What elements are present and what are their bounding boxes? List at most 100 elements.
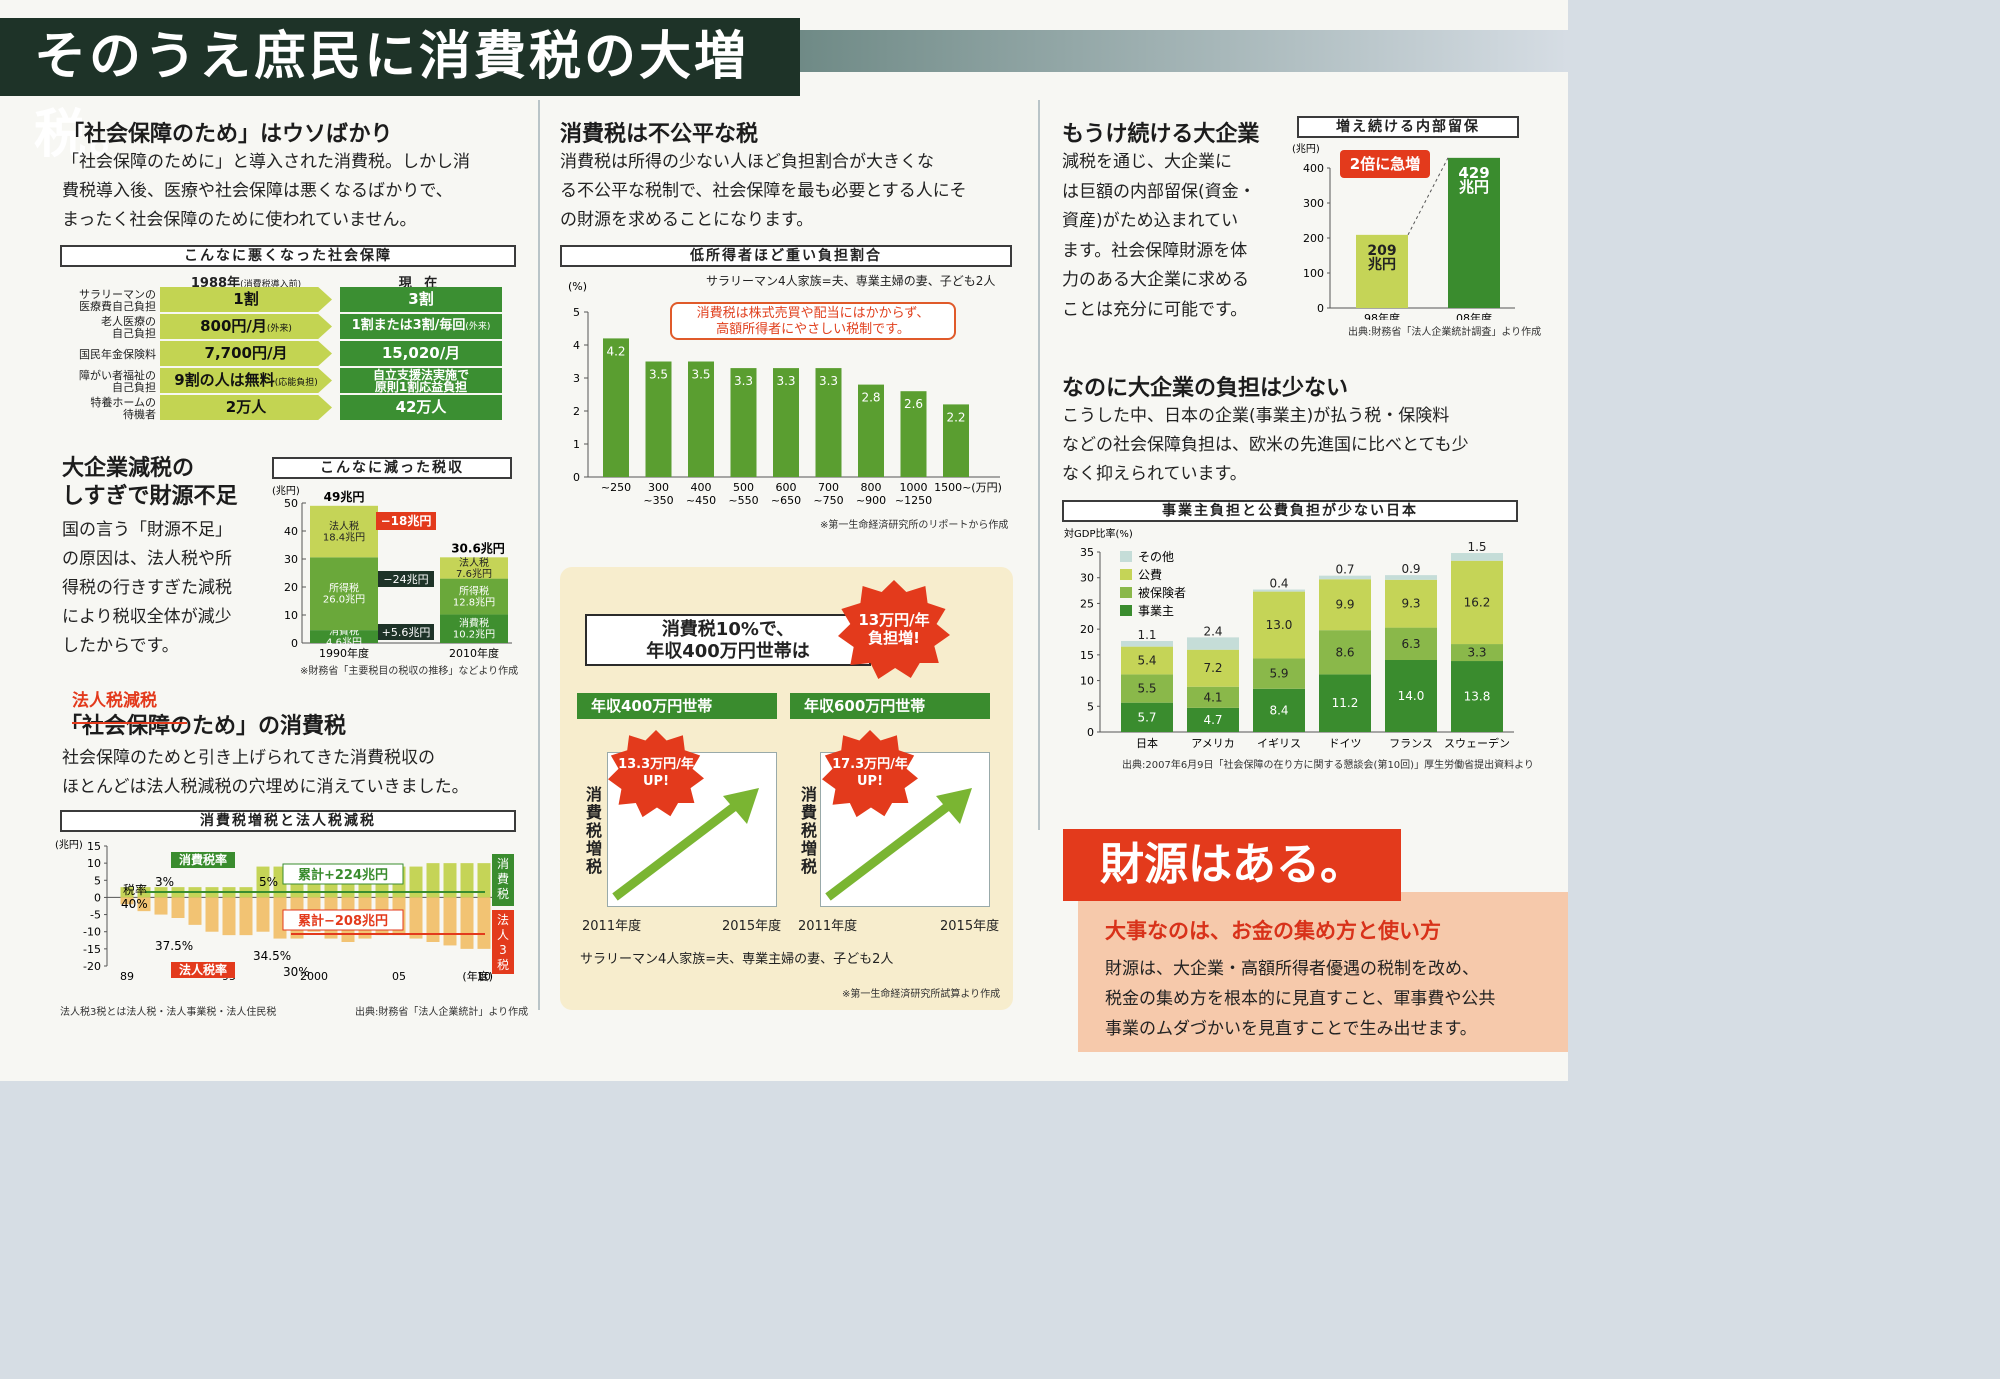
segment-label: 3.3 <box>1467 646 1486 660</box>
corporate-bar <box>222 897 236 936</box>
x-tick-label: ~350 <box>643 494 673 507</box>
stacked-bar-segment <box>440 578 508 615</box>
x-tick-label: 2010年度 <box>449 646 499 660</box>
stacked-bar-segment <box>1385 627 1437 660</box>
table-row-label: 特養ホームの 待機者 <box>62 396 156 421</box>
cell-line: 1割または3割/毎回(外来) <box>351 318 491 333</box>
segment-label: 0.7 <box>1335 563 1354 577</box>
cumulative-box <box>282 863 404 885</box>
body-line: 事業のムダづかいを見直すことで生み出せます。 <box>1105 1019 1477 1039</box>
burst-line: 13.3万円/年 <box>618 757 694 772</box>
legend-box <box>171 962 235 978</box>
table-cell-before: 1割 <box>160 287 332 312</box>
right-label: 3 <box>499 943 507 957</box>
stacked-bar-segment <box>1385 579 1437 628</box>
axis-unit: (兆円) <box>1292 143 1320 155</box>
segment-label: 法人税 <box>459 556 489 569</box>
conclusion-banner: 財源はある。 <box>1063 829 1401 901</box>
axis-unit: (%) <box>568 280 587 293</box>
growth-arrow <box>612 788 759 901</box>
legend-swatch <box>1120 569 1132 580</box>
section-heading: 「社会保障のため」の消費税 <box>60 714 347 739</box>
segment-label: 5.4 <box>1137 654 1156 668</box>
body-line: などの社会保障負担は、欧米の先進国に比べとても少 <box>1062 435 1469 455</box>
x-tick-label: アメリカ <box>1191 737 1234 750</box>
table-cell-now: 自立支援法実施で 原則1割応益負担 <box>340 368 502 393</box>
consumption-bar <box>409 866 423 898</box>
y-tick-label: 0 <box>1317 302 1324 315</box>
table-row-label: 国民年金保険料 <box>62 342 156 367</box>
segment-label: 14.0 <box>1398 689 1425 703</box>
x-tick-label: ドイツ <box>1329 737 1362 750</box>
segment-label: 12.8兆円 <box>453 597 495 609</box>
y-tick-label: -10 <box>83 926 101 939</box>
label-line: 特養ホームの <box>90 395 156 409</box>
chart-source: 出典:2007年6月9日「社会保障の在り方に関する懇談会(第10回)」厚生労働省… <box>1122 760 1534 771</box>
cell-value: 1割 <box>233 290 259 308</box>
segment-label: 7.2 <box>1203 661 1222 675</box>
rate-label: 3% <box>155 875 174 889</box>
stacked-bar-segment <box>1319 630 1371 675</box>
column-divider <box>1038 100 1040 830</box>
y-tick-label: 30 <box>1080 572 1094 585</box>
right-label: 費 <box>497 871 509 886</box>
axis-label: 消費税増税 <box>583 786 602 876</box>
label-line: 国民年金保険料 <box>79 347 156 361</box>
x-tick-label: ~900 <box>856 494 886 507</box>
cell-line: 自立支援法実施で <box>372 367 469 382</box>
annotation-box <box>376 512 436 530</box>
corporate-bar <box>120 897 134 905</box>
legend-label: その他 <box>1138 550 1174 564</box>
strikethrough-overwrite: 法人税減税 <box>72 691 157 711</box>
bar <box>1356 234 1408 308</box>
chart-source: ※財務省「主要税目の税収の推移」などより作成 <box>300 666 519 677</box>
segment-label: 18.4兆円 <box>323 532 365 544</box>
body-line: したからです。 <box>62 636 179 656</box>
annotation: −18兆円 <box>381 513 432 528</box>
axis-unit: (兆円) <box>272 485 300 497</box>
x-tick-label: 500 <box>733 481 754 494</box>
segment-label: 0.4 <box>1269 577 1288 591</box>
y-tick-label: -5 <box>90 909 101 922</box>
table-row-label: 老人医療の 自己負担 <box>62 315 156 340</box>
banner-fade <box>800 30 1568 72</box>
stacked-bar-segment <box>1187 707 1239 732</box>
burst-line: UP! <box>856 774 883 789</box>
label-line: 自己負担 <box>112 380 156 394</box>
right-label: 税 <box>497 887 509 901</box>
x-tick-label: 05 <box>392 970 406 983</box>
stacked-bar-segment <box>1253 589 1305 592</box>
growth-arrow <box>825 788 972 901</box>
stacked-bar-segment <box>1187 686 1239 708</box>
corporate-bar <box>443 897 457 946</box>
y-tick-label: 0 <box>94 891 101 904</box>
table-cell-before: 800円/月(外来) <box>160 314 332 339</box>
bar-value-label: 2.8 <box>861 391 880 405</box>
right-label: 法 <box>497 913 509 927</box>
y-tick-label: 20 <box>1080 623 1094 636</box>
cell-value: 800円/月 <box>200 317 267 335</box>
bar-value-label: 3.3 <box>776 374 795 388</box>
corporate-bar <box>188 897 202 925</box>
section-heading: 「社会保障のため」はウソばかり <box>62 122 393 147</box>
x-tick-label: ~650 <box>771 494 801 507</box>
legend-label: 被保険者 <box>1138 586 1186 600</box>
bar <box>900 391 927 477</box>
body-line: 減税を通じ、大企業に <box>1062 152 1232 172</box>
y-tick-label: 15 <box>87 840 101 853</box>
table-cell-now: 3割 <box>340 287 502 312</box>
y-tick-label: 15 <box>1080 649 1094 662</box>
x-tick-label: 日本 <box>1136 736 1158 750</box>
burst-line: 13万円/年 <box>858 611 930 629</box>
stacked-bar-segment <box>1319 674 1371 732</box>
segment-label: 8.4 <box>1269 703 1288 717</box>
stacked-bar-segment <box>1121 640 1173 647</box>
y-tick-label: 5 <box>94 874 101 887</box>
stacked-bar-segment <box>1385 660 1437 732</box>
income-label-400: 年収400万円世帯 <box>577 693 777 719</box>
cell-line: 3割 <box>408 290 434 308</box>
label-line: 待機者 <box>123 407 156 421</box>
y-tick-label: 3 <box>573 372 580 385</box>
segment-label: 0.9 <box>1401 562 1420 576</box>
income-label-600: 年収600万円世帯 <box>790 693 990 719</box>
